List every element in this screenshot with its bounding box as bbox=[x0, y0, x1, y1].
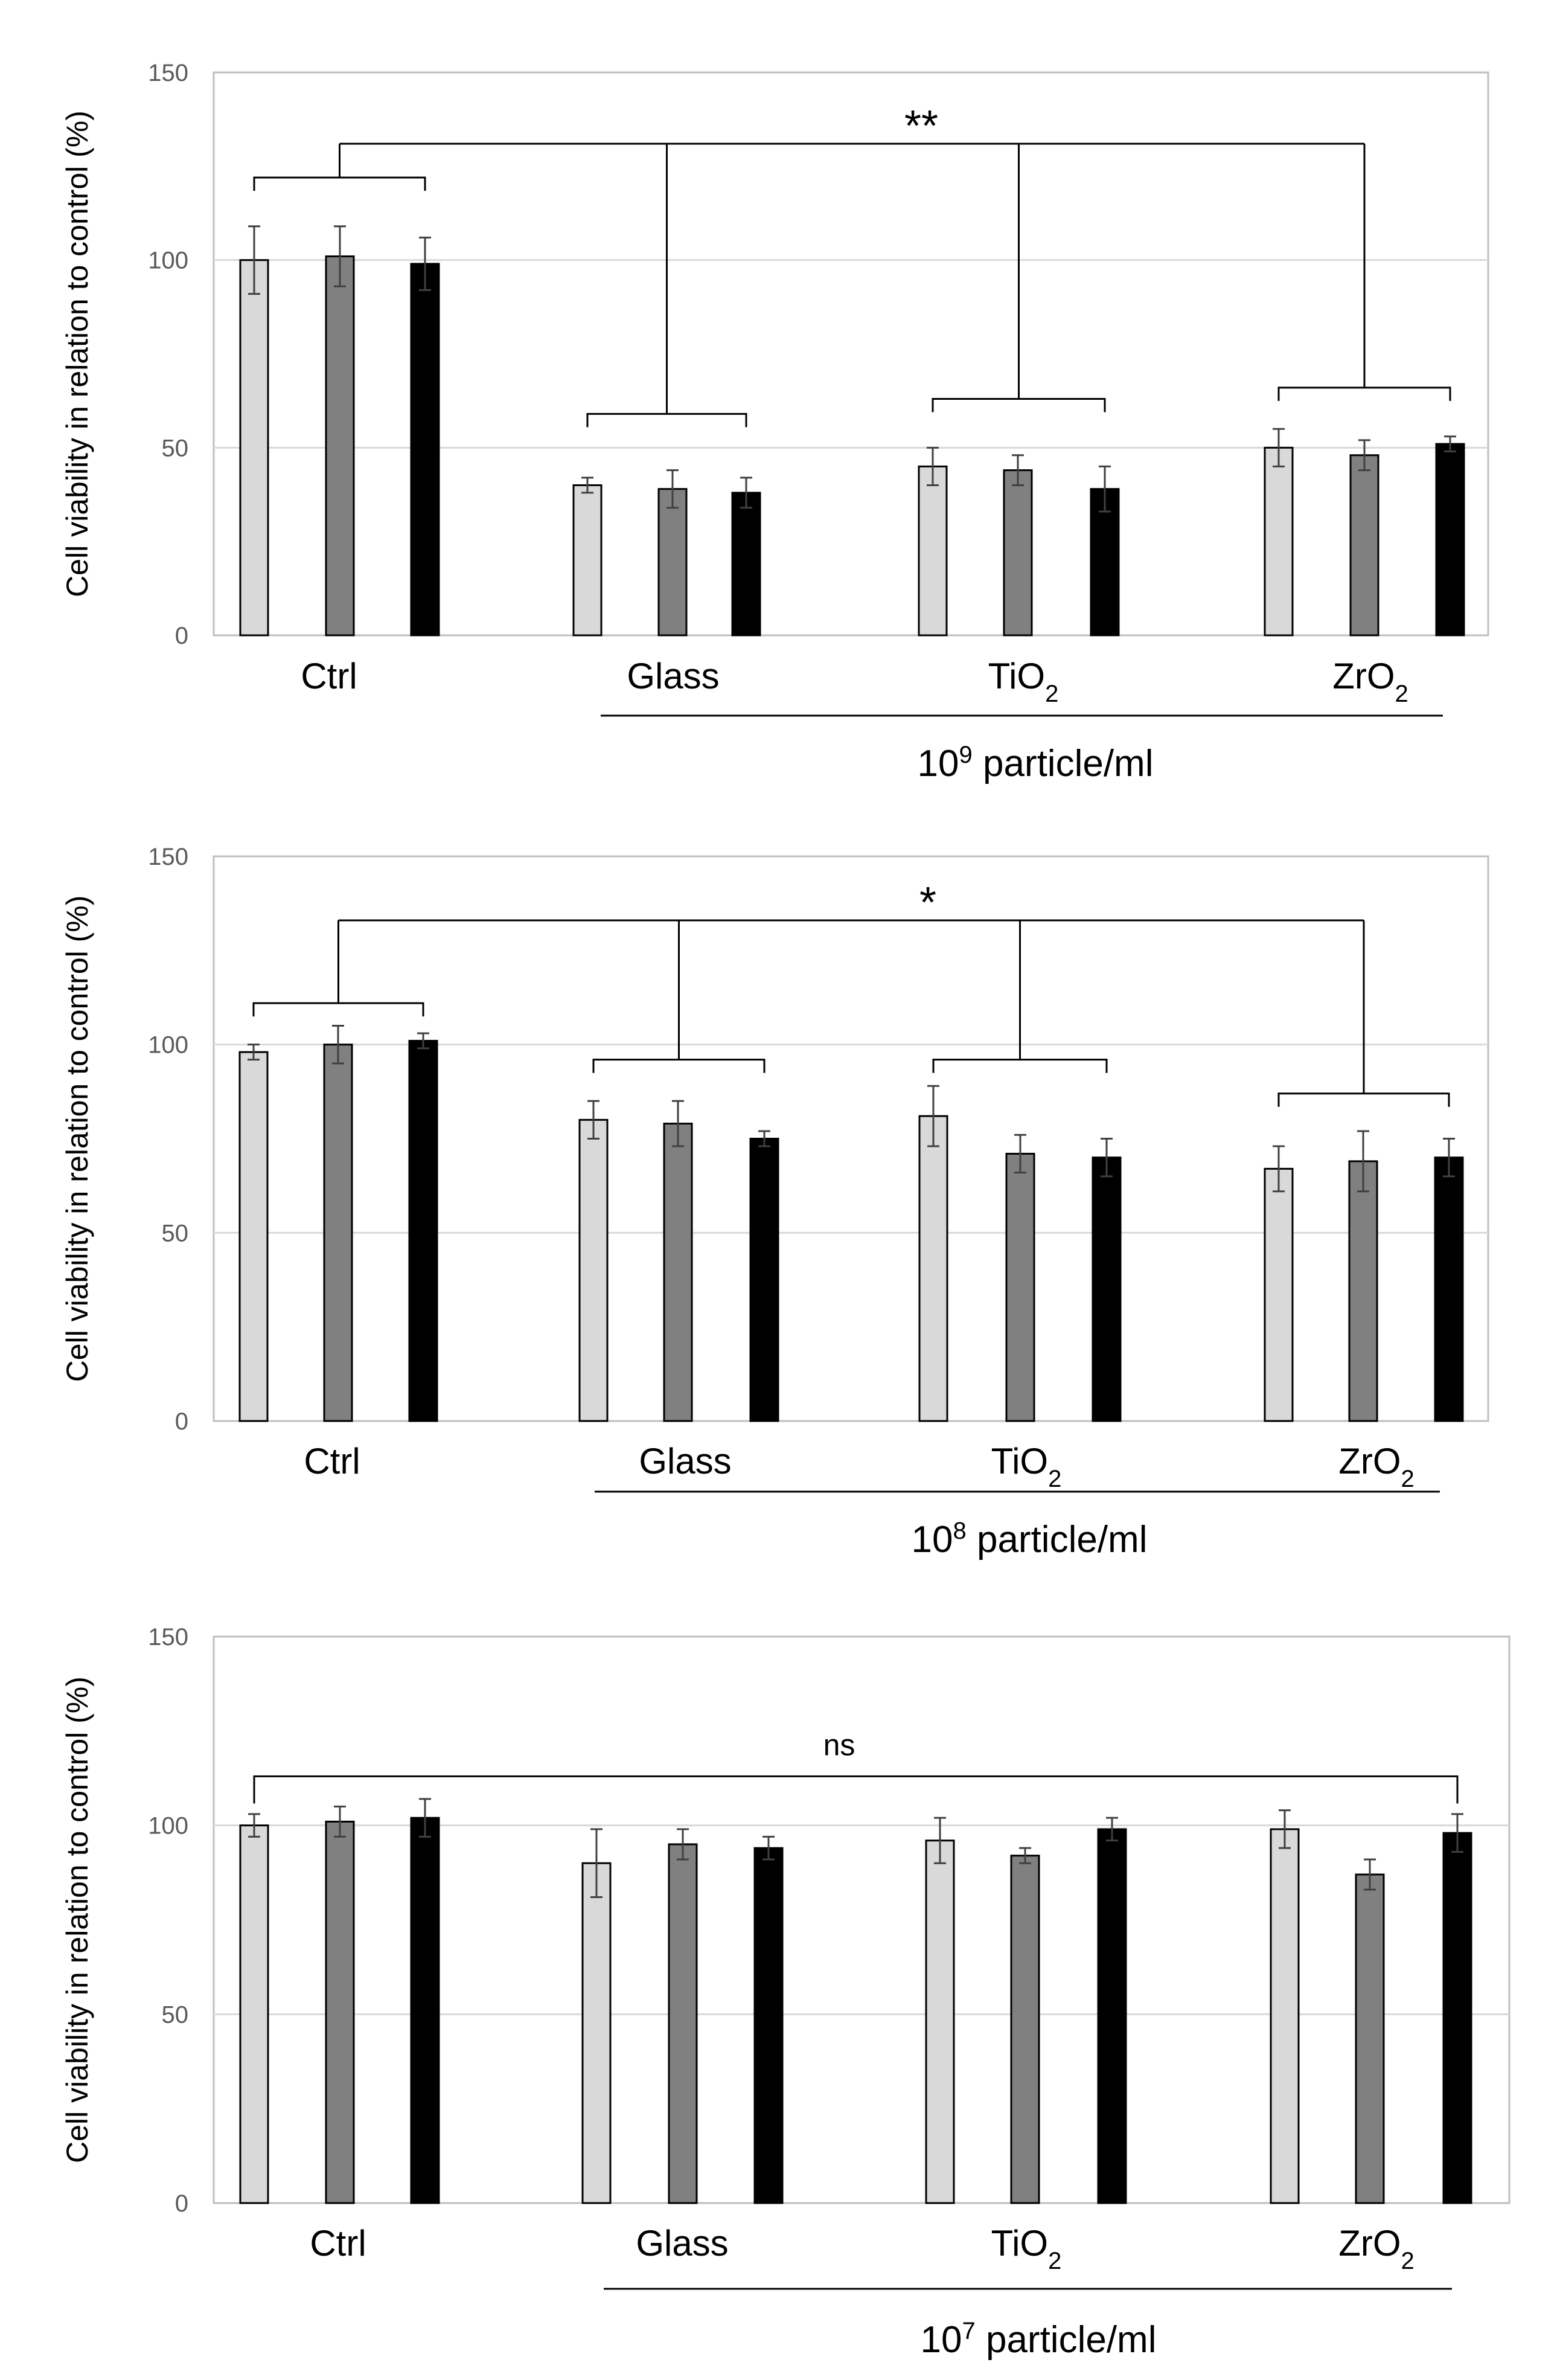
plot-area bbox=[213, 1635, 1510, 2204]
bar bbox=[1003, 469, 1033, 637]
y-tick-label: 50 bbox=[162, 435, 189, 461]
bar bbox=[323, 1044, 353, 1422]
bar bbox=[1005, 1152, 1035, 1422]
bar bbox=[1264, 446, 1294, 637]
y-tick-label: 0 bbox=[175, 623, 188, 649]
y-tick-label: 150 bbox=[148, 844, 188, 870]
significance-label: * bbox=[919, 879, 936, 927]
category-label: Ctrl bbox=[304, 1441, 360, 1481]
bar bbox=[1442, 1832, 1472, 2204]
bar bbox=[1090, 488, 1120, 637]
bar bbox=[1355, 1873, 1385, 2204]
bar bbox=[1264, 1167, 1294, 1422]
bar bbox=[1435, 443, 1465, 637]
chart-panel-2: 0 50 100 150 Cell viability in relation to c… bbox=[60, 844, 1489, 1560]
bar bbox=[410, 263, 440, 637]
bar bbox=[749, 1138, 779, 1422]
bar bbox=[239, 1824, 269, 2204]
significance-label: ** bbox=[904, 102, 938, 150]
bar bbox=[408, 1039, 438, 1422]
category-label: Ctrl bbox=[310, 2223, 366, 2263]
y-axis-label: Cell viability in relation to control (%… bbox=[60, 896, 94, 1382]
bar bbox=[1434, 1156, 1464, 1422]
y-tick-label: 0 bbox=[175, 1408, 188, 1435]
bar bbox=[1270, 1828, 1300, 2204]
category-label: ZrO2 bbox=[1332, 656, 1408, 707]
bar bbox=[663, 1123, 693, 1422]
bar bbox=[1348, 1160, 1378, 1422]
category-label: Glass bbox=[627, 656, 719, 696]
y-axis-label: Cell viability in relation to control (%… bbox=[60, 111, 94, 597]
category-label: Ctrl bbox=[301, 656, 357, 696]
bar bbox=[238, 1051, 269, 1422]
concentration-label: 108 particle/ml bbox=[912, 1518, 1148, 1560]
y-tick-label: 100 bbox=[148, 248, 188, 274]
bar bbox=[239, 259, 269, 637]
bar bbox=[1349, 454, 1379, 637]
bar bbox=[918, 465, 948, 637]
bar bbox=[1097, 1828, 1127, 2204]
category-label: Glass bbox=[639, 1441, 731, 1481]
bar bbox=[731, 492, 761, 637]
bar bbox=[578, 1118, 609, 1422]
significance-bracket bbox=[253, 1775, 1459, 1804]
y-axis-label: Cell viability in relation to control (%… bbox=[60, 1676, 94, 2163]
category-label: ZrO2 bbox=[1338, 2223, 1415, 2274]
bar bbox=[657, 488, 688, 637]
bar bbox=[753, 1847, 784, 2204]
plot-area bbox=[213, 71, 1489, 637]
category-label: Glass bbox=[636, 2223, 728, 2263]
bar bbox=[1092, 1156, 1122, 1422]
category-label: ZrO2 bbox=[1338, 1441, 1415, 1492]
y-tick-label: 150 bbox=[148, 60, 188, 86]
bar bbox=[925, 1840, 955, 2204]
bar bbox=[325, 1820, 355, 2204]
y-tick-label: 0 bbox=[175, 2190, 188, 2217]
significance-label: ns bbox=[823, 1728, 855, 1762]
chart-panel-3: 0 50 100 150 Cell viability in relation to c… bbox=[60, 1624, 1510, 2361]
bar bbox=[918, 1115, 948, 1422]
y-tick-label: 100 bbox=[148, 1032, 188, 1059]
y-tick-label: 150 bbox=[148, 1624, 188, 1650]
plot-area bbox=[213, 855, 1489, 1422]
category-label: TiO2 bbox=[991, 2223, 1062, 2274]
y-tick-label: 50 bbox=[162, 2001, 189, 2028]
bar bbox=[668, 1843, 698, 2204]
concentration-label: 107 particle/ml bbox=[921, 2318, 1157, 2361]
bar bbox=[410, 1817, 440, 2204]
bar bbox=[1010, 1855, 1040, 2204]
category-label: TiO2 bbox=[988, 656, 1059, 707]
category-label: TiO2 bbox=[991, 1441, 1062, 1492]
bar bbox=[581, 1862, 612, 2204]
y-tick-label: 100 bbox=[148, 1813, 188, 1840]
bar bbox=[325, 255, 355, 637]
bar bbox=[572, 484, 603, 637]
chart-panel-1: 0 50 100 150 Cell viability in relation to c… bbox=[60, 60, 1489, 784]
concentration-label: 109 particle/ml bbox=[918, 742, 1154, 784]
y-tick-label: 50 bbox=[162, 1220, 189, 1246]
